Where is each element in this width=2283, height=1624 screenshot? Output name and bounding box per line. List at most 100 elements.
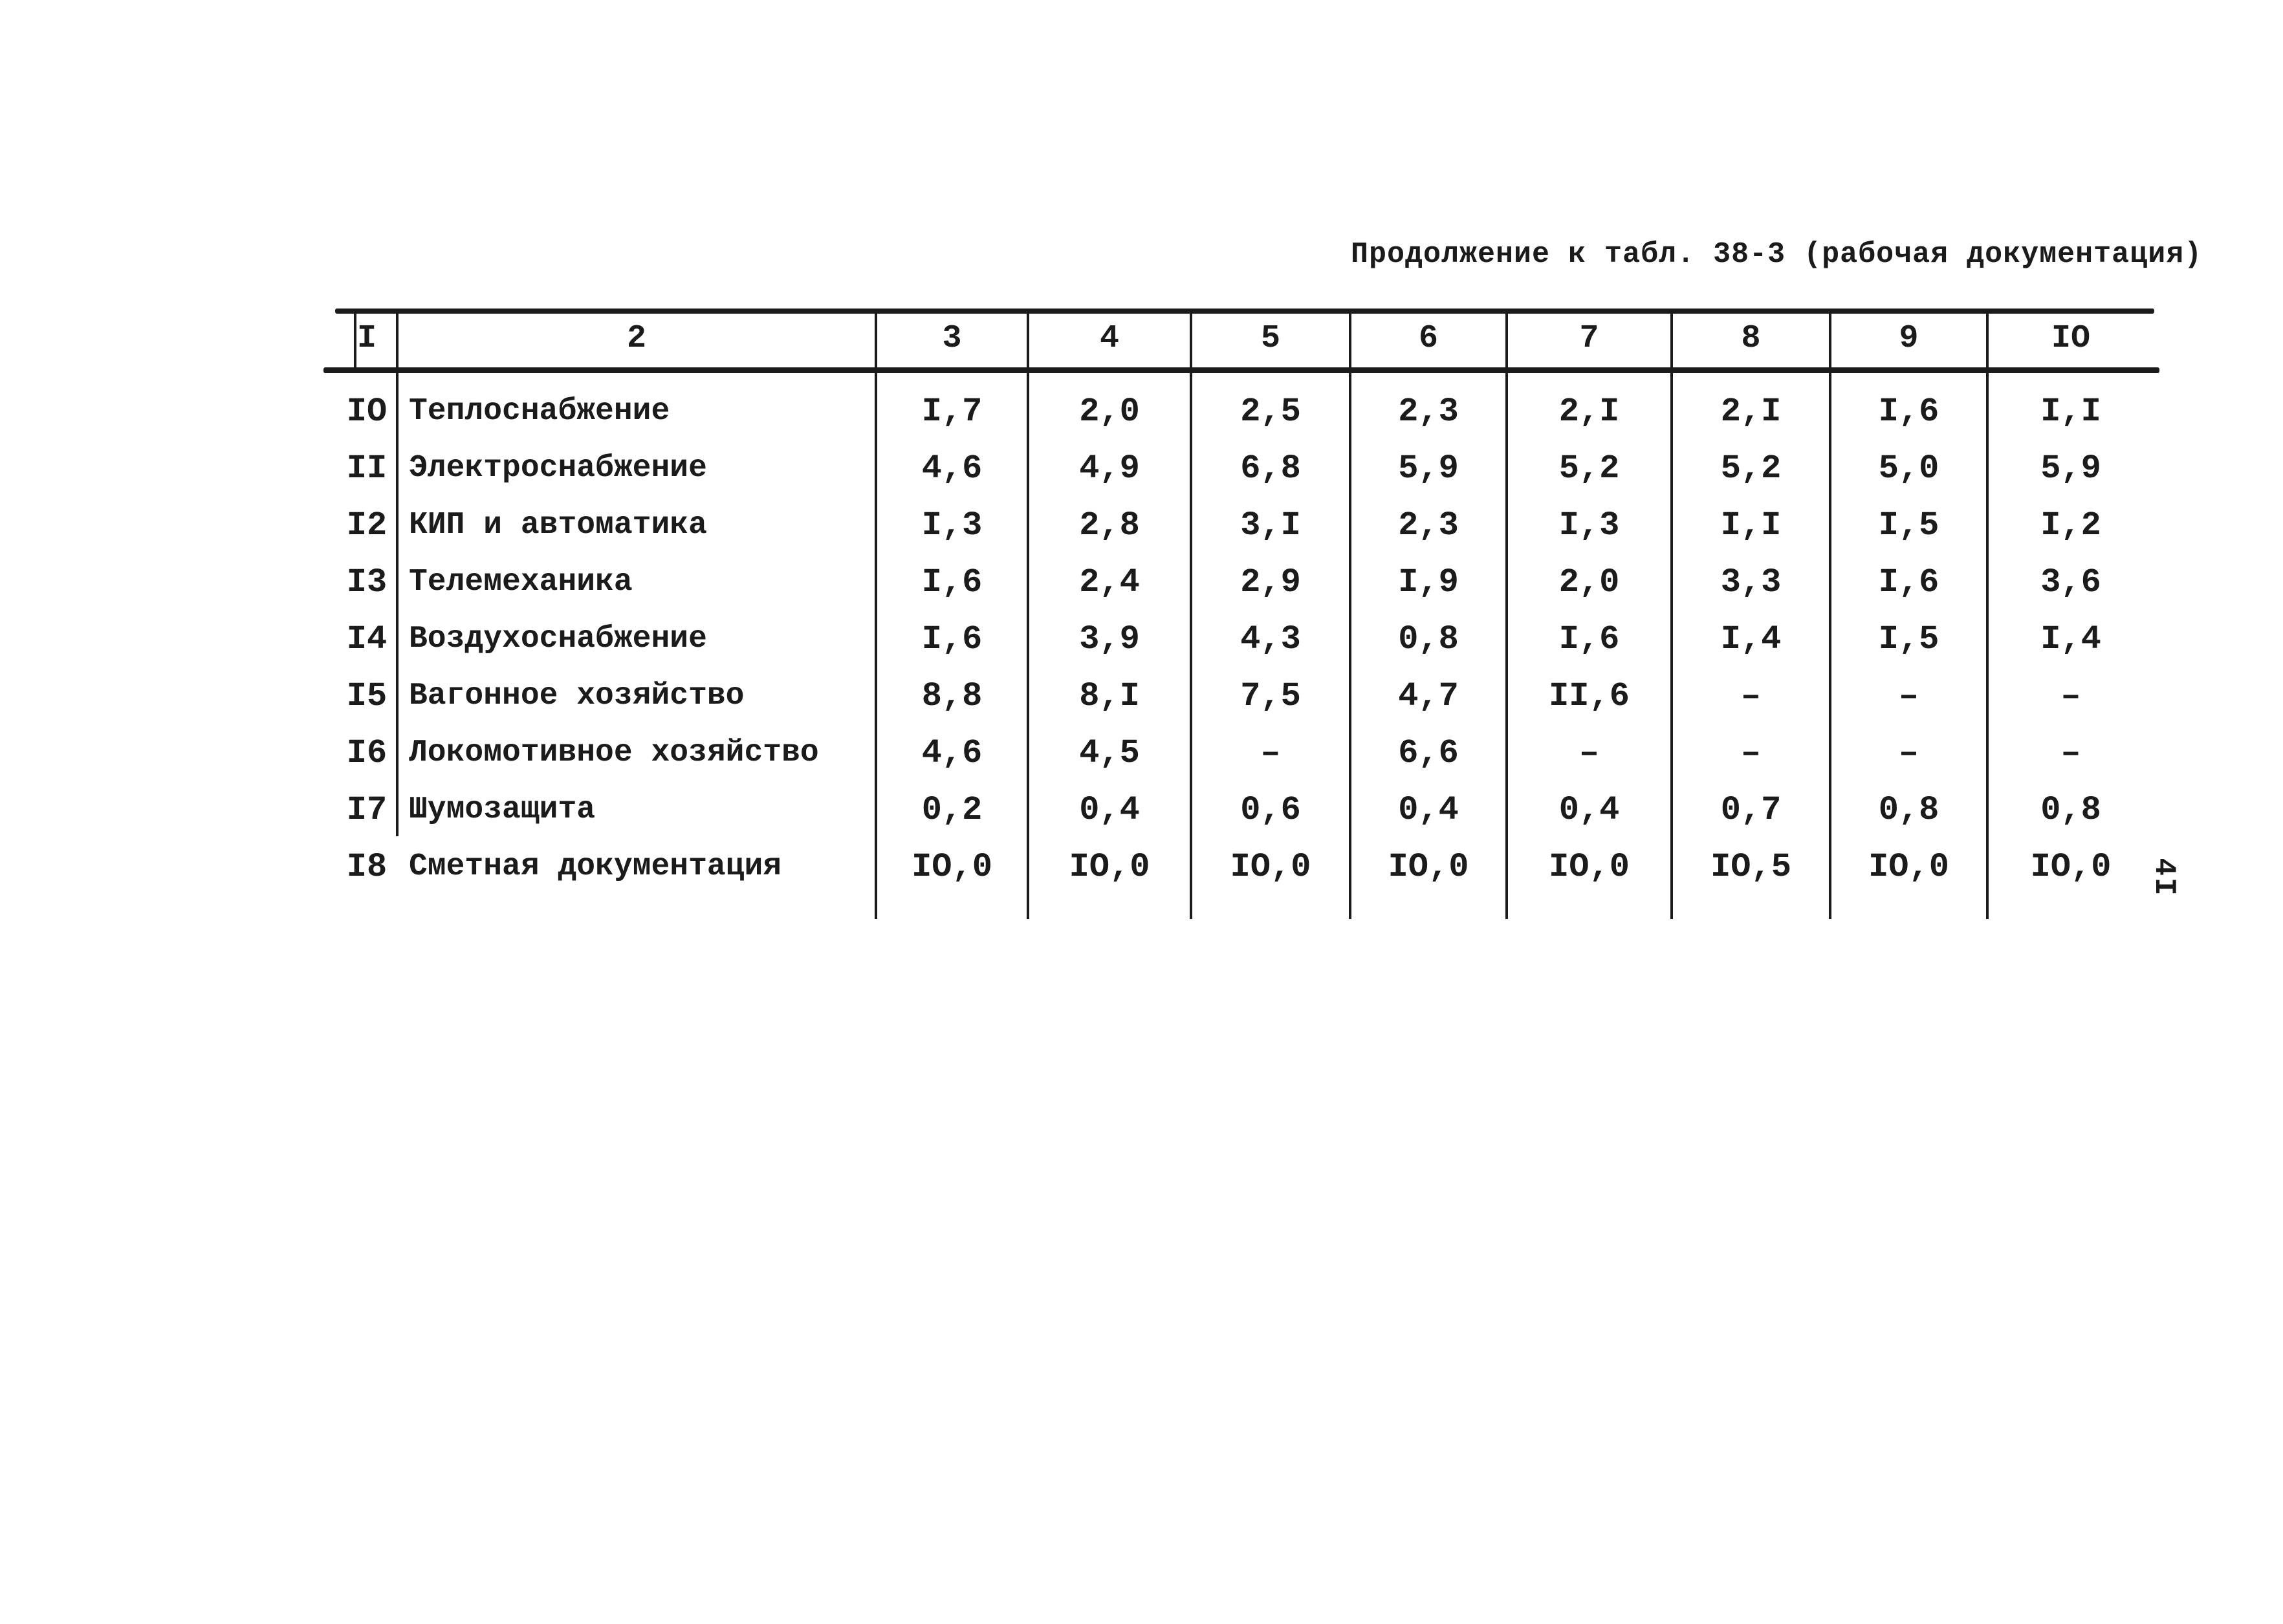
value-cell: 2,I: [1558, 392, 1620, 431]
value-cell: 0,8: [1878, 790, 1939, 829]
row-label: Сметная документация: [409, 849, 782, 884]
header-cell-2: 2: [626, 319, 646, 357]
row-number: I7: [346, 790, 388, 829]
value-cell: 5,9: [1398, 449, 1459, 488]
value-cell: –: [1740, 677, 1762, 715]
row-label: Воздухоснабжение: [409, 622, 707, 656]
header-cell-10: IO: [2051, 319, 2090, 357]
header-cell-5: 5: [1260, 319, 1280, 357]
divider-col1-col2: [396, 311, 399, 836]
value-cell: 2,0: [1558, 563, 1620, 601]
value-cell: 0,4: [1079, 790, 1140, 829]
page-number-rotated: 4I: [2147, 858, 2181, 898]
value-cell: 3,6: [2040, 563, 2101, 601]
value-cell: 8,I: [1079, 677, 1140, 715]
value-cell: IO,0: [1230, 847, 1311, 886]
value-cell: 6,6: [1398, 733, 1459, 772]
divider-col6-col7: [1505, 311, 1508, 919]
value-cell: IO,0: [1388, 847, 1469, 886]
table-row: I4 Воздухоснабжение I,6 3,9 4,3 0,8 I,6 I,4 I,5 I…: [336, 611, 2154, 667]
value-cell: I,7: [921, 392, 983, 431]
value-cell: –: [2060, 733, 2081, 772]
value-cell: 0,4: [1398, 790, 1459, 829]
table-row: I6 Локомотивное хозяйство 4,6 4,5 – 6,6 – – – –: [336, 724, 2154, 781]
divider-col3-col4: [1027, 311, 1029, 919]
value-cell: 3,9: [1079, 620, 1140, 658]
row-label: Теплоснабжение: [409, 394, 670, 429]
value-cell: 2,4: [1079, 563, 1140, 601]
value-cell: I,3: [1558, 506, 1620, 545]
header-cell-9: 9: [1899, 319, 1919, 357]
row-label: Электроснабжение: [409, 451, 707, 486]
value-cell: I,5: [1878, 506, 1939, 545]
value-cell: 0,8: [2040, 790, 2101, 829]
header-cell-1: I: [356, 319, 377, 357]
table-body: IO Теплоснабжение I,7 2,0 2,5 2,3 2,I 2,I I,6 I,I…: [336, 374, 2154, 895]
value-cell: 7,5: [1240, 677, 1301, 715]
header-cell-4: 4: [1099, 319, 1119, 357]
value-cell: –: [1898, 677, 1919, 715]
value-cell: I,6: [921, 563, 983, 601]
value-cell: 2,9: [1240, 563, 1301, 601]
value-cell: 5,0: [1878, 449, 1939, 488]
value-cell: 4,7: [1398, 677, 1459, 715]
value-cell: –: [1260, 733, 1281, 772]
value-cell: 5,9: [2040, 449, 2101, 488]
table-row: II Электроснабжение 4,6 4,9 6,8 5,9 5,2 5,2 5,0 5…: [336, 440, 2154, 497]
value-cell: 4,5: [1079, 733, 1140, 772]
table-row: IO Теплоснабжение I,7 2,0 2,5 2,3 2,I 2,I I,6 I,I: [336, 383, 2154, 440]
table-row: I3 Телемеханика I,6 2,4 2,9 I,9 2,0 3,3 I,6 3,6: [336, 554, 2154, 611]
value-cell: 3,3: [1720, 563, 1782, 601]
value-cell: 2,3: [1398, 506, 1459, 545]
value-cell: IO,0: [1069, 847, 1150, 886]
value-cell: I,6: [921, 620, 983, 658]
value-cell: I,3: [921, 506, 983, 545]
value-cell: 2,5: [1240, 392, 1301, 431]
value-cell: –: [1740, 733, 1762, 772]
row-label: Вагонное хозяйство: [409, 678, 745, 713]
value-cell: 0,7: [1720, 790, 1782, 829]
value-cell: 3,I: [1240, 506, 1301, 545]
divider-col4-col5: [1190, 311, 1192, 919]
header-cell-3: 3: [942, 319, 962, 357]
value-cell: I,4: [2040, 620, 2101, 658]
table-row: I2 КИП и автоматика I,3 2,8 3,I 2,3 I,3 I,I I,5 I…: [336, 497, 2154, 554]
value-cell: IO,0: [1549, 847, 1630, 886]
table-row: I8 Сметная документация IO,0 IO,0 IO,0 IO,0 IO…: [336, 838, 2154, 895]
row-number: I6: [346, 733, 388, 772]
divider-col2-col3: [875, 311, 877, 919]
value-cell: 0,4: [1558, 790, 1620, 829]
value-cell: 5,2: [1558, 449, 1620, 488]
value-cell: I,I: [2040, 392, 2101, 431]
value-cell: I,2: [2040, 506, 2101, 545]
value-cell: I,6: [1878, 392, 1939, 431]
value-cell: I,6: [1558, 620, 1620, 658]
value-cell: I,4: [1720, 620, 1782, 658]
value-cell: II,6: [1549, 677, 1630, 715]
row-number: I3: [346, 563, 388, 601]
value-cell: 2,I: [1720, 392, 1782, 431]
divider-col5-col6: [1349, 311, 1351, 919]
header-cell-8: 8: [1741, 319, 1761, 357]
table-top-rule: [335, 309, 2154, 314]
table-row: I5 Вагонное хозяйство 8,8 8,I 7,5 4,7 II,6 – – –: [336, 667, 2154, 724]
value-cell: 4,6: [921, 733, 983, 772]
row-number: I4: [346, 620, 388, 658]
value-cell: I,9: [1398, 563, 1459, 601]
value-cell: 5,2: [1720, 449, 1782, 488]
row-number: I2: [346, 506, 388, 545]
value-cell: –: [1578, 733, 1600, 772]
value-cell: 4,3: [1240, 620, 1301, 658]
row-label: Шумозащита: [409, 792, 596, 827]
table-continuation-title: Продолжение к табл. 38-3 (рабочая докуме…: [1351, 238, 2203, 271]
value-cell: IO,0: [2030, 847, 2112, 886]
value-cell: I,5: [1878, 620, 1939, 658]
value-cell: 6,8: [1240, 449, 1301, 488]
row-label: КИП и автоматика: [409, 508, 707, 543]
value-cell: 2,0: [1079, 392, 1140, 431]
value-cell: 4,9: [1079, 449, 1140, 488]
value-cell: 0,2: [921, 790, 983, 829]
row-number: IO: [346, 392, 388, 431]
header-left-edge-line: [354, 311, 356, 368]
row-number: I5: [346, 677, 388, 715]
